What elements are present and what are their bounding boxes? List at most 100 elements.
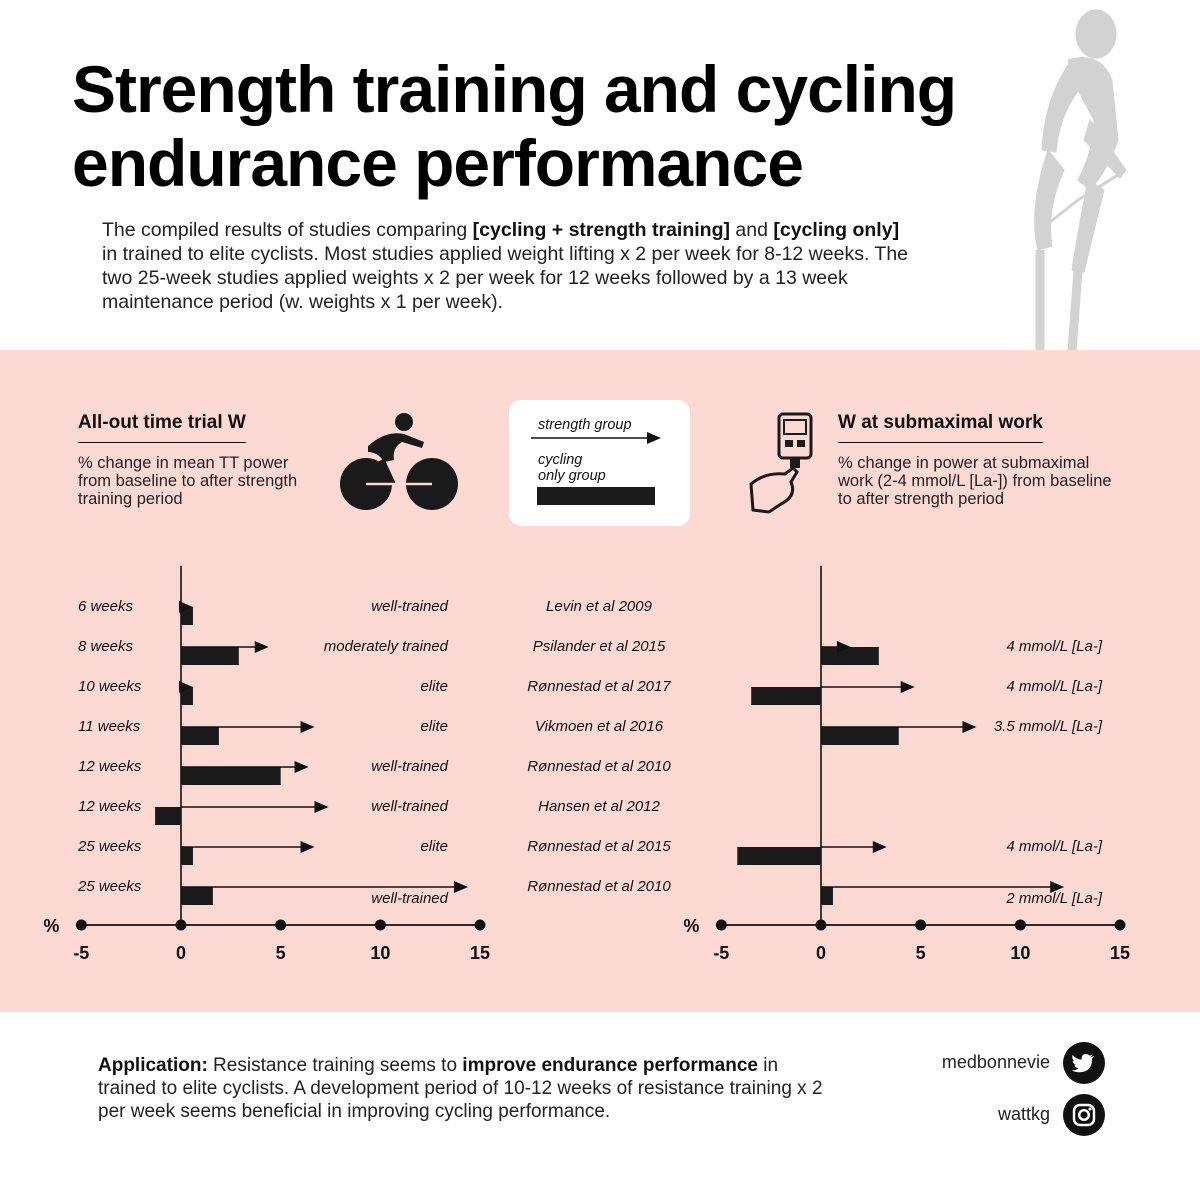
chart1-category-label: 12 weeks: [78, 758, 142, 775]
study-label: Rønnestad et al 2015: [527, 838, 671, 855]
chart1-tick-label: 0: [176, 943, 186, 963]
chart1-category-label: 25 weeks: [77, 838, 142, 855]
lactate-meter-icon: [749, 412, 813, 514]
chart2-axis-unit: %: [683, 916, 699, 936]
chart1-tick-label: 10: [370, 943, 390, 963]
legend-box: strength group cycling only group: [509, 400, 690, 526]
chart2-annotation-label: 4 mmol/L [La-]: [1006, 838, 1102, 855]
twitter-handle[interactable]: medbonnevie: [941, 1052, 1050, 1072]
chart2-tick-label: 5: [916, 943, 926, 963]
chart1-tick-label: -5: [73, 943, 89, 963]
chart1-bar: [181, 727, 219, 745]
application-part-1: Resistance training seems to: [207, 1055, 463, 1076]
chart1-category-label: 25 weeks: [77, 878, 142, 895]
left-panel-subtitle: % change in mean TT power from baseline …: [78, 454, 298, 508]
chart2-tick-dot: [915, 919, 927, 931]
chart2-arrow-head: [872, 841, 887, 853]
intro-part-3: in trained to elite cyclists. Most studi…: [102, 243, 909, 313]
chart1-category-label: 11 weeks: [78, 718, 141, 735]
intro-part-2: and: [730, 219, 774, 241]
chart2-tick-label: 10: [1010, 943, 1030, 963]
chart1-category-label: 12 weeks: [78, 798, 142, 815]
chart1-arrow-head: [294, 761, 309, 773]
chart2-tick-label: -5: [713, 943, 729, 963]
chart1-bar: [181, 887, 213, 905]
study-label: Psilander et al 2015: [533, 638, 666, 655]
chart1-category-label: 10 weeks: [78, 678, 142, 695]
chart1-annotation-label: well-trained: [371, 758, 448, 775]
twitter-icon[interactable]: [1063, 1042, 1105, 1084]
chart2-bar: [737, 847, 821, 865]
chart2-tick-label: 15: [1110, 943, 1130, 963]
study-label: Vikmoen et al 2016: [535, 718, 664, 735]
chart2-annotation-label: 4 mmol/L [La-]: [1006, 638, 1102, 655]
chart1-bar: [181, 847, 193, 865]
legend-cycling-bar: [537, 487, 655, 505]
intro-bold-2: [cycling only]: [773, 219, 900, 241]
chart2-bar: [821, 727, 899, 745]
legend-cycling-label-1: cycling: [538, 452, 583, 468]
study-label: Hansen et al 2012: [538, 798, 660, 815]
chart1-annotation-label: elite: [420, 678, 448, 695]
chart2-bar: [821, 887, 833, 905]
chart1-tick-dot: [275, 919, 287, 931]
chart1-arrow-head: [178, 601, 193, 613]
cyclist-icon: [340, 413, 458, 510]
instagram-icon[interactable]: [1063, 1094, 1105, 1136]
title-line-1: Strength training and cycling: [72, 52, 957, 126]
legend-strength-arrow: [531, 432, 661, 444]
chart1-tick-label: 5: [276, 943, 286, 963]
application-bold: improve endurance performance: [462, 1055, 758, 1076]
chart1-category-label: 6 weeks: [78, 598, 134, 615]
right-panel-heading: W at submaximal work: [838, 412, 1043, 443]
study-label: Rønnestad et al 2010: [527, 758, 671, 775]
chart2-tick-dot: [1014, 919, 1026, 931]
chart1-annotation-label: elite: [420, 838, 448, 855]
chart1-tick-dot: [474, 919, 486, 931]
chart1-arrow-head: [300, 841, 315, 853]
chart1-bar: [181, 607, 193, 625]
instagram-handle[interactable]: wattkg: [997, 1104, 1050, 1124]
chart1-annotation-label: well-trained: [371, 598, 448, 615]
chart1-annotation-label: moderately trained: [324, 638, 449, 655]
chart2-bar: [751, 687, 821, 705]
chart2-arrow-head: [836, 641, 851, 653]
chart1-tick-dot: [374, 919, 386, 931]
title-line-2: endurance performance: [72, 126, 804, 200]
application-part-2: in trained to elite cyclists. A developm…: [98, 1055, 823, 1122]
chart1-bar: [181, 687, 193, 705]
chart1-arrow-head: [300, 721, 315, 733]
left-panel-heading: All-out time trial W: [78, 412, 246, 443]
study-label: Levin et al 2009: [546, 598, 653, 615]
page-title: Strength training and cycling endurance …: [72, 52, 957, 200]
chart1-tick-dot: [75, 919, 87, 931]
study-label: Rønnestad et al 2017: [527, 678, 671, 695]
intro-text: The compiled results of studies comparin…: [102, 218, 912, 314]
chart1-bar: [155, 807, 181, 825]
chart2-arrow-head: [962, 721, 977, 733]
chart2-tick-dot: [1114, 919, 1126, 931]
right-panel-subtitle: % change in power at submaximal work (2-…: [838, 454, 1112, 508]
application-label: Application:: [98, 1055, 208, 1076]
chart1-arrow-head: [178, 681, 193, 693]
chart1-category-label: 8 weeks: [78, 638, 134, 655]
legend-strength-label: strength group: [538, 417, 632, 433]
chart2-annotation-label: 3.5 mmol/L [La-]: [994, 718, 1103, 735]
chart1-tick-label: 15: [470, 943, 490, 963]
chart2-annotation-label: 4 mmol/L [La-]: [1006, 678, 1102, 695]
chart2-arrow-head: [900, 681, 915, 693]
cyclist-silhouette-icon: [1034, 9, 1127, 379]
chart1-arrow-head: [454, 881, 469, 893]
chart1-arrow-head: [314, 801, 329, 813]
intro-bold-1: [cycling + strength training]: [472, 219, 730, 241]
chart1-annotation-label: elite: [420, 718, 448, 735]
chart1-bar: [181, 767, 281, 785]
chart2-tick-label: 0: [816, 943, 826, 963]
application-text: Application: Resistance training seems t…: [98, 1054, 828, 1123]
chart2-tick-dot: [715, 919, 727, 931]
chart2-bar: [821, 647, 879, 665]
chart1-annotation-label: well-trained: [371, 890, 448, 907]
chart2-annotation-label: 2 mmol/L [La-]: [1005, 890, 1102, 907]
chart1-tick-dot: [175, 919, 187, 931]
